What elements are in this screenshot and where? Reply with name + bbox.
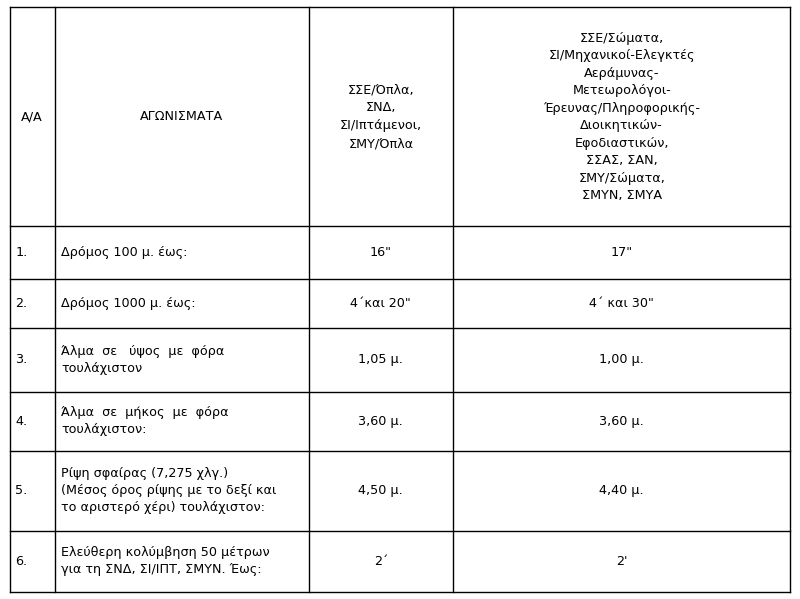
Text: 3.: 3. bbox=[15, 353, 27, 367]
Text: 2.: 2. bbox=[15, 297, 27, 310]
Text: 17": 17" bbox=[610, 246, 633, 259]
Text: Δρόμος 1000 μ. έως:: Δρόμος 1000 μ. έως: bbox=[61, 297, 196, 310]
Text: Άλμα  σε  μήκος  με  φόρα
τουλάχιστον:: Άλμα σε μήκος με φόρα τουλάχιστον: bbox=[61, 406, 229, 436]
Text: 4.: 4. bbox=[15, 415, 27, 428]
Text: Α/Α: Α/Α bbox=[22, 110, 43, 123]
Text: ΣΣΕ/Σώματα,
ΣΙ/Μηχανικοί-Ελεγκτές
Αεράμυνας-
Μετεωρολόγοι-
Έρευνας/Πληροφορικής-: ΣΣΕ/Σώματα, ΣΙ/Μηχανικοί-Ελεγκτές Αεράμυ… bbox=[543, 32, 700, 202]
Text: Ελεύθερη κολύμβηση 50 μέτρων
για τη ΣΝΔ, ΣΙ/ΙΠΤ, ΣΜΥΝ. Έως:: Ελεύθερη κολύμβηση 50 μέτρων για τη ΣΝΔ,… bbox=[61, 546, 270, 576]
Text: 1,05 μ.: 1,05 μ. bbox=[358, 353, 403, 367]
Text: 4,40 μ.: 4,40 μ. bbox=[599, 484, 644, 497]
Text: 6.: 6. bbox=[15, 555, 27, 568]
Text: 2΄: 2΄ bbox=[374, 555, 388, 568]
Text: 16": 16" bbox=[370, 246, 392, 259]
Text: Άλμα  σε   ύψος  με  φόρα
τουλάχιστον: Άλμα σε ύψος με φόρα τουλάχιστον bbox=[61, 345, 225, 375]
Text: 4΄ και 30": 4΄ και 30" bbox=[590, 297, 654, 310]
Text: Ρίψη σφαίρας (7,275 χλγ.)
(Μέσος όρος ρίψης με το δεξί και
το αριστερό χέρι) του: Ρίψη σφαίρας (7,275 χλγ.) (Μέσος όρος ρί… bbox=[61, 467, 276, 515]
Text: 1.: 1. bbox=[15, 246, 27, 259]
Text: ΣΣΕ/Όπλα,
ΣΝΔ,
ΣΙ/Ιπτάμενοι,
ΣΜΥ/Όπλα: ΣΣΕ/Όπλα, ΣΝΔ, ΣΙ/Ιπτάμενοι, ΣΜΥ/Όπλα bbox=[340, 83, 422, 150]
Text: 2': 2' bbox=[616, 555, 627, 568]
Text: 1,00 μ.: 1,00 μ. bbox=[599, 353, 644, 367]
Text: Δρόμος 100 μ. έως:: Δρόμος 100 μ. έως: bbox=[61, 246, 188, 259]
Text: 5.: 5. bbox=[15, 484, 27, 497]
Text: ΑΓΩΝΙΣΜΑΤΑ: ΑΓΩΝΙΣΜΑΤΑ bbox=[140, 110, 223, 123]
Text: 3,60 μ.: 3,60 μ. bbox=[358, 415, 403, 428]
Text: 3,60 μ.: 3,60 μ. bbox=[599, 415, 644, 428]
Text: 4΄και 20": 4΄και 20" bbox=[350, 297, 411, 310]
Text: 4,50 μ.: 4,50 μ. bbox=[358, 484, 403, 497]
